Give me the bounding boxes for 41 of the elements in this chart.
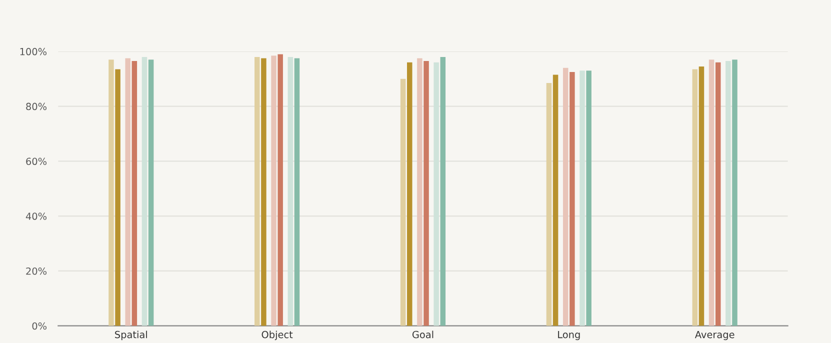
bar: [254, 56, 260, 326]
bar: [732, 60, 738, 326]
y-tick-label: 40%: [26, 212, 47, 220]
bar: [294, 58, 300, 326]
x-tick-label: Average: [694, 331, 734, 340]
bar: [115, 69, 120, 326]
bar: [417, 58, 422, 326]
x-tick-label: Spatial: [115, 330, 147, 340]
y-tick-label: 0%: [32, 322, 47, 330]
y-tick-label: 80%: [26, 102, 47, 110]
bar: [546, 83, 552, 326]
bar: [261, 58, 266, 326]
bar: [271, 56, 276, 326]
bar: [132, 61, 138, 326]
bar: [698, 66, 704, 326]
bar: [148, 60, 154, 326]
bar: [407, 62, 412, 326]
bar: [125, 58, 130, 326]
bar: [708, 60, 714, 326]
bar: [726, 61, 731, 326]
x-tick-label: Goal: [412, 330, 434, 338]
bar: [108, 60, 114, 326]
x-tick-label: Long: [558, 331, 580, 340]
y-tick-label: 20%: [26, 267, 47, 275]
bar: [570, 72, 575, 326]
bar: [278, 54, 283, 326]
bar: [400, 78, 406, 326]
bar: [434, 62, 439, 326]
x-tick-label: Object: [262, 330, 293, 340]
y-tick-label: 60%: [26, 158, 47, 166]
bar: [142, 56, 148, 326]
bar: [440, 56, 446, 326]
bar: [692, 69, 698, 326]
bar: [580, 70, 585, 326]
bar: [424, 61, 429, 326]
bar: [715, 62, 721, 326]
bar: [552, 74, 558, 326]
bar: [288, 56, 294, 326]
bar: [586, 70, 592, 326]
bar: [562, 68, 568, 326]
y-tick-label: 100%: [20, 48, 47, 56]
